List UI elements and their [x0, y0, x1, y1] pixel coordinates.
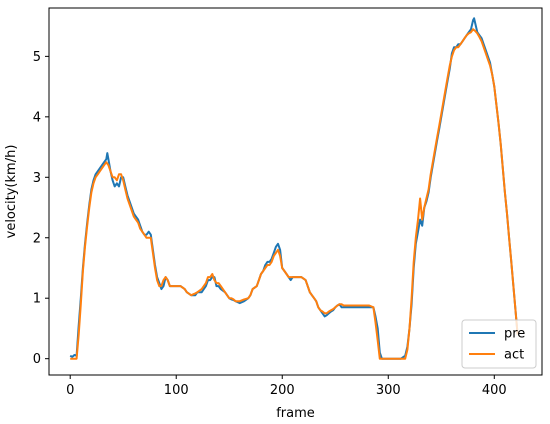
series-line-act [70, 28, 519, 360]
y-tick-label: 5 [33, 50, 41, 65]
x-axis-ticks: 0 100 200 300 400 [66, 375, 507, 398]
plot-lines [69, 17, 519, 360]
series-line-pre [69, 17, 519, 360]
legend-label-pre: pre [504, 327, 525, 342]
x-tick-label: 100 [164, 383, 189, 398]
legend-label-act: act [504, 348, 524, 363]
x-tick-label: 0 [66, 383, 74, 398]
y-tick-label: 0 [33, 352, 41, 367]
x-axis-label: frame [276, 406, 315, 421]
y-tick-label: 3 [33, 171, 41, 186]
legend: pre act [461, 319, 537, 369]
y-tick-label: 4 [33, 110, 41, 125]
y-tick-label: 1 [33, 292, 41, 307]
x-tick-label: 300 [376, 383, 401, 398]
x-tick-label: 400 [482, 383, 507, 398]
plot-frame [48, 7, 543, 376]
y-tick-label: 2 [33, 231, 41, 246]
x-tick-label: 200 [270, 383, 295, 398]
y-axis-label: velocity(km/h) [4, 145, 19, 239]
y-axis-ticks: 0 1 2 3 4 5 [33, 50, 49, 367]
